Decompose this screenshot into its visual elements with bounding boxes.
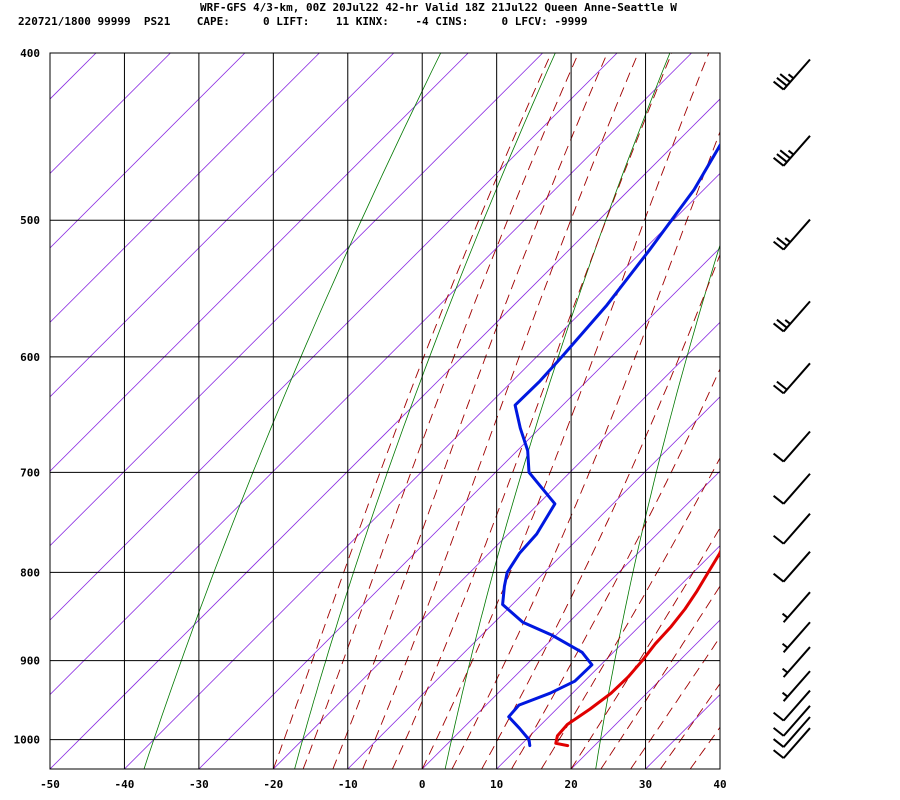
isotherm--70	[50, 53, 618, 621]
isotherm--150	[0, 53, 22, 769]
isotherm-0	[421, 470, 720, 769]
y-tick-label: 500	[20, 214, 40, 227]
isotherm--40	[124, 172, 720, 769]
x-tick-label: 40	[713, 778, 726, 791]
isotherm--60	[50, 53, 692, 696]
isotherm-60	[869, 53, 900, 769]
isotherm--50	[50, 98, 720, 769]
wind-barb	[772, 218, 811, 251]
wind-barb	[781, 646, 811, 678]
wind-barb	[772, 300, 811, 333]
y-tick-label: 700	[20, 466, 40, 479]
dry-adiabat--40	[143, 53, 442, 769]
y-tick-label: 800	[20, 566, 40, 579]
isotherm--80	[50, 53, 543, 547]
dry-adiabat--20	[294, 53, 556, 769]
temperature-profile-line	[554, 548, 720, 748]
x-tick-label: 20	[564, 778, 577, 791]
wind-barb	[781, 621, 811, 653]
plot-grid	[49, 52, 721, 770]
x-tick-label: 10	[490, 778, 503, 791]
profile-series	[501, 142, 720, 748]
y-tick-label: 900	[20, 655, 40, 668]
wind-barb	[781, 670, 811, 702]
dry-adiabat-20	[595, 243, 720, 769]
x-tick-label: -50	[40, 778, 60, 791]
isotherm--100	[50, 53, 395, 398]
moist-adiabat--20	[272, 53, 552, 769]
isotherm-lines	[0, 53, 900, 769]
moist-adiabat--8	[362, 53, 639, 769]
isotherm-10	[496, 545, 720, 769]
isotherm-30	[645, 693, 720, 769]
moist-adiabat-36	[689, 726, 720, 769]
y-tick-label: 400	[20, 47, 40, 60]
wind-barb	[772, 58, 811, 91]
x-tick-label: -20	[263, 778, 283, 791]
isotherm--20	[273, 321, 720, 769]
dry-adiabat-40	[746, 53, 899, 769]
moist-adiabat-lines	[272, 53, 720, 769]
chart-title: WRF-GFS 4/3-km, 00Z 20Jul22 42-hr Valid …	[200, 1, 677, 14]
wind-barb	[772, 513, 811, 545]
wind-barbs-column	[772, 58, 811, 759]
isotherm--90	[50, 53, 469, 472]
wind-barb	[772, 473, 811, 505]
dry-adiabat-lines	[143, 53, 899, 769]
chart-header: WRF-GFS 4/3-km, 00Z 20Jul22 42-hr Valid …	[0, 0, 900, 34]
x-tick-label: -40	[115, 778, 135, 791]
isotherm--30	[198, 247, 720, 769]
moist-adiabat-12	[511, 367, 720, 769]
wind-barb	[772, 362, 811, 395]
wind-barb	[772, 716, 811, 748]
wind-barb	[772, 430, 811, 463]
x-tick-label: -30	[189, 778, 209, 791]
wind-barb	[772, 727, 811, 759]
moist-adiabat--16	[302, 53, 579, 769]
x-tick-label: -10	[338, 778, 358, 791]
moist-adiabat-20	[570, 527, 720, 769]
wind-barb	[772, 689, 811, 722]
moist-adiabat-4	[451, 130, 720, 769]
dewpoint-profile-line	[501, 142, 720, 748]
y-axis-ticks: 400 500 600 700 800 900 1000	[14, 47, 41, 747]
isotherm-40	[719, 768, 720, 769]
wind-barb	[772, 550, 811, 583]
isotherm--110	[50, 53, 320, 323]
moist-adiabat--4	[391, 53, 673, 769]
moist-adiabat-24	[600, 585, 720, 769]
y-tick-label: 600	[20, 351, 40, 364]
moist-adiabat-0	[421, 53, 710, 769]
plot-frame	[49, 52, 721, 770]
moist-adiabat--12	[332, 53, 608, 769]
moist-adiabat-16	[540, 457, 720, 769]
isotherm--130	[50, 53, 171, 175]
isotherm-20	[570, 619, 720, 769]
x-tick-label: 30	[639, 778, 652, 791]
dry-adiabat-0	[444, 53, 671, 769]
wind-barb	[772, 135, 811, 167]
moist-adiabat-28	[630, 636, 720, 769]
isotherm--140	[50, 53, 97, 100]
y-tick-label: 1000	[14, 734, 41, 747]
isotherm--10	[347, 396, 720, 769]
x-tick-label: 0	[419, 778, 426, 791]
wind-barb	[772, 705, 811, 737]
isotherm--120	[50, 53, 246, 249]
isotherm-50	[794, 53, 900, 769]
chart-subtitle-indices: 220721/1800 99999 PS21 CAPE: 0 LIFT: 11 …	[18, 15, 588, 28]
wind-barb	[781, 591, 811, 623]
moist-adiabat-8	[481, 253, 720, 769]
x-axis-ticks: -50 -40 -30 -20 -10 0 10 20 30 40	[40, 778, 727, 791]
moist-adiabat-32	[660, 682, 720, 769]
